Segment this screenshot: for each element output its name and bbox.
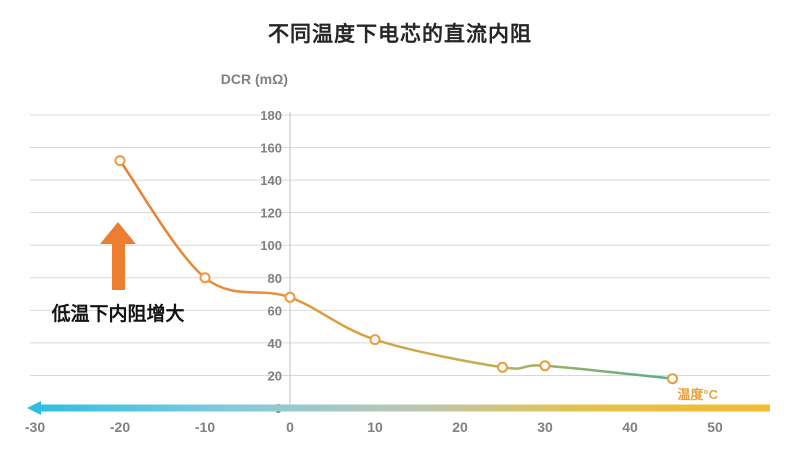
- x-tick-label: 0: [286, 419, 294, 435]
- x-axis-title: 温度°C: [677, 387, 718, 402]
- annotation-text: 低温下内阻增大: [51, 304, 185, 325]
- x-tick-label: -10: [195, 419, 215, 435]
- x-axis-left-arrow-icon: [27, 401, 41, 415]
- x-tick-label: -20: [110, 419, 130, 435]
- y-tick-label: 40: [268, 336, 282, 351]
- y-tick-label: 20: [268, 368, 282, 383]
- y-tick-label: 180: [260, 108, 282, 123]
- x-axis-gradient-bar: [40, 404, 770, 412]
- data-point-marker: [284, 291, 296, 303]
- y-tick-label: 60: [268, 303, 282, 318]
- y-tick-label: 160: [260, 141, 282, 156]
- x-tick-label: 20: [452, 419, 468, 435]
- data-point-marker: [369, 334, 381, 346]
- y-tick-label: 100: [260, 238, 282, 253]
- x-tick-label: 10: [367, 419, 383, 435]
- y-tick-label: 80: [268, 271, 282, 286]
- data-point-marker: [114, 155, 126, 167]
- data-point-marker: [667, 373, 678, 385]
- y-tick-label: 140: [260, 173, 282, 188]
- data-point-marker: [539, 360, 551, 372]
- y-tick-label: 120: [260, 206, 282, 221]
- data-point-marker: [199, 272, 211, 284]
- chart-title: 不同温度下电芯的直流内阻: [268, 23, 532, 46]
- up-arrow-shaft: [111, 244, 125, 290]
- y-axis-title: DCR (mΩ): [221, 71, 288, 87]
- x-tick-label: 40: [622, 419, 638, 435]
- up-arrow-icon: [100, 222, 136, 290]
- annotation-low-temp: 低温下内阻增大: [28, 222, 208, 326]
- x-tick-label: 50: [707, 419, 723, 435]
- up-arrow-head: [100, 222, 136, 244]
- x-tick-label: 30: [537, 419, 553, 435]
- data-point-marker: [497, 361, 508, 373]
- x-tick-label: -30: [25, 419, 45, 435]
